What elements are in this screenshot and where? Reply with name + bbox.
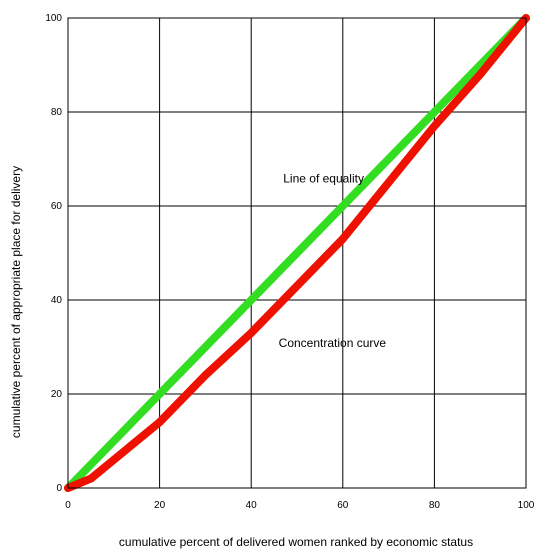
plot-frame <box>67 17 527 489</box>
x-tick-label: 80 <box>429 500 441 511</box>
x-tick-label: 0 <box>65 500 71 511</box>
x-tick-label: 100 <box>518 500 535 511</box>
x-tick-label: 40 <box>246 500 258 511</box>
x-tick-label: 20 <box>154 500 166 511</box>
series-line-equality <box>64 14 530 492</box>
y-tick-label: 20 <box>51 389 63 400</box>
y-axis-title: cumulative percent of appropriate place … <box>9 166 23 438</box>
y-tick-label: 100 <box>45 13 62 24</box>
y-tick-label: 80 <box>51 107 63 118</box>
y-tick-label: 60 <box>51 201 63 212</box>
annotations: Line of equality Concentration curve <box>279 172 387 351</box>
annotation-line-of-equality: Line of equality <box>283 172 364 186</box>
tick-labels: 0 20 40 60 80 100 0 20 40 60 80 100 <box>45 13 534 511</box>
series-layer <box>64 14 530 492</box>
y-tick-label: 0 <box>56 483 62 494</box>
x-axis-title: cumulative percent of delivered women ra… <box>119 535 473 549</box>
annotation-concentration-curve: Concentration curve <box>279 336 387 350</box>
x-tick-label: 60 <box>337 500 349 511</box>
series-line-concentration <box>64 14 530 492</box>
y-tick-label: 40 <box>51 295 63 306</box>
